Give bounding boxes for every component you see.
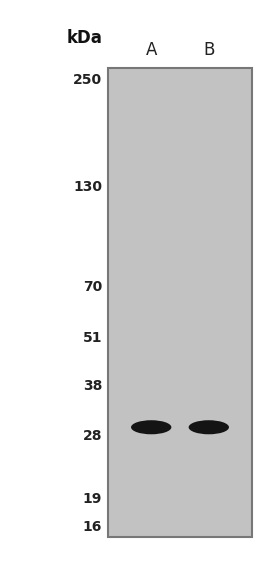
- Ellipse shape: [131, 420, 171, 434]
- Bar: [108, 68, 252, 537]
- Text: B: B: [203, 41, 215, 59]
- Text: kDa: kDa: [66, 29, 102, 47]
- Ellipse shape: [189, 420, 229, 434]
- Text: 130: 130: [73, 180, 102, 194]
- Text: 19: 19: [83, 492, 102, 506]
- Text: 38: 38: [83, 379, 102, 393]
- Text: 28: 28: [82, 429, 102, 443]
- Text: 51: 51: [82, 331, 102, 346]
- Text: A: A: [145, 41, 157, 59]
- Text: 70: 70: [83, 280, 102, 294]
- Text: 250: 250: [73, 73, 102, 87]
- Text: 16: 16: [83, 520, 102, 534]
